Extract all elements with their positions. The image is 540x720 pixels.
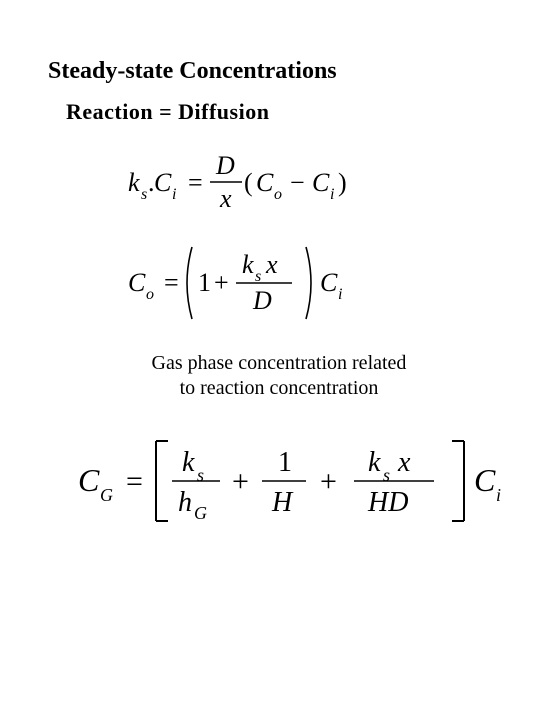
- eq3-t1-h: h: [178, 487, 192, 518]
- eq3-t2-1: 1: [278, 447, 292, 478]
- eq2-x: x: [265, 250, 278, 279]
- caption-line2: to reaction concentration: [180, 377, 379, 399]
- eq1-Ci2-C: C: [312, 168, 330, 197]
- eq1-x: x: [219, 184, 232, 213]
- eq3-bracket-left: [156, 441, 168, 521]
- eq1-Ci2-sub: i: [330, 186, 334, 203]
- eq2-paren-left: [187, 247, 192, 319]
- eq3-t1-k: k: [182, 447, 195, 478]
- eq3-plus2: +: [320, 465, 337, 498]
- eq3-t3-k: k: [368, 447, 381, 478]
- eq1-k-sub: s: [141, 186, 147, 203]
- eq2-plus: +: [214, 268, 229, 297]
- eq2-Co-C: C: [128, 268, 146, 297]
- eq1-equals: =: [188, 168, 203, 197]
- caption: Gas phase concentration related to react…: [99, 351, 459, 401]
- eq3-Ci-sub: i: [496, 485, 501, 505]
- eq2-Co-sub: o: [146, 286, 154, 303]
- subtitle: Reaction = Diffusion: [66, 99, 510, 125]
- eq3-bracket-right: [452, 441, 464, 521]
- eq1-Co-C: C: [256, 168, 274, 197]
- eq1-Ci-sub: i: [172, 186, 176, 203]
- eq1-k: k: [128, 168, 140, 197]
- eq3-t3-x: x: [397, 447, 411, 478]
- eq1-D: D: [215, 151, 235, 180]
- page-title: Steady-state Concentrations: [48, 58, 510, 85]
- eq1-open: (: [244, 168, 253, 197]
- eq2-D: D: [252, 286, 272, 315]
- eq1-minus: −: [290, 168, 305, 197]
- eq3-CG-sub: G: [100, 485, 113, 505]
- equation-2: C o = 1 + k s x D C i: [128, 241, 510, 325]
- eq2-one: 1: [198, 268, 211, 297]
- eq1-close: ): [338, 168, 347, 197]
- eq2-k: k: [242, 250, 254, 279]
- eq3-Ci-C: C: [474, 462, 496, 498]
- eq3-t1-h-sub: G: [194, 503, 207, 523]
- equation-3: C G = k s h G: [78, 433, 510, 529]
- eq3-equals: =: [126, 465, 143, 498]
- eq1-Ci-C: C: [154, 168, 172, 197]
- eq1-Co-sub: o: [274, 186, 282, 203]
- eq3-t1-k-sub: s: [197, 465, 204, 485]
- eq3-t3-HD: HD: [367, 487, 408, 518]
- caption-line1: Gas phase concentration related: [152, 352, 407, 374]
- equation-1: k s . C i = D x ( C o − C i ): [128, 149, 510, 215]
- eq3-t2-H: H: [271, 487, 294, 518]
- eq2-Ci-sub: i: [338, 286, 342, 303]
- eq3-t3-k-sub: s: [383, 465, 390, 485]
- eq3-CG-C: C: [78, 462, 100, 498]
- eq2-Ci-C: C: [320, 268, 338, 297]
- eq2-equals: =: [164, 268, 179, 297]
- eq2-paren-right: [306, 247, 311, 319]
- eq3-plus1: +: [232, 465, 249, 498]
